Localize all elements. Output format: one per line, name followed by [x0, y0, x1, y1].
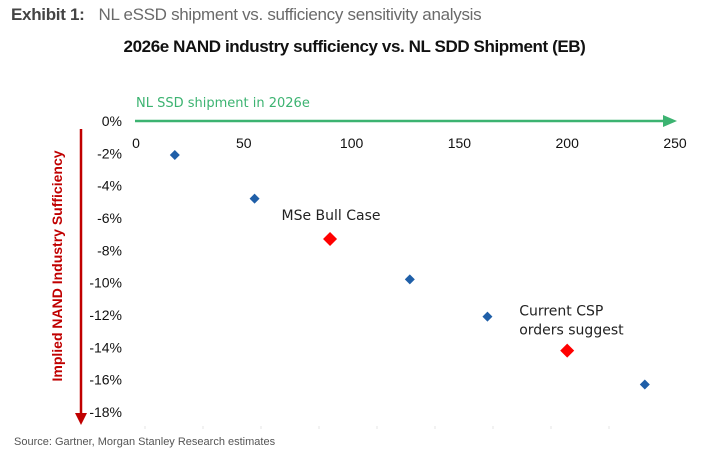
y-tick-label: 0%: [102, 113, 122, 129]
y-tick-label: -2%: [97, 145, 122, 161]
data-point: [169, 149, 180, 160]
y-tick-label: -14%: [89, 339, 122, 355]
y-axis: Implied NAND Industry Sufficiency 0% -2% -4…: [49, 113, 610, 429]
x-tick-label: 0: [132, 135, 140, 151]
data-point: [482, 311, 493, 322]
annotation-csp-line2: orders suggest: [519, 323, 624, 339]
y-tick-label: -6%: [97, 210, 122, 226]
x-tick-label: 200: [556, 135, 580, 151]
y-tick-label: -4%: [97, 178, 122, 194]
data-point: [249, 193, 260, 204]
y-axis-label: Implied NAND Industry Sufficiency: [49, 150, 65, 381]
x-tick-label: 100: [340, 135, 364, 151]
exhibit-label: Exhibit 1:: [11, 5, 85, 24]
source-note: Source: Gartner, Morgan Stanley Research…: [14, 436, 276, 448]
x-tick-label: 50: [236, 135, 252, 151]
x-axis: NL SSD shipment in 2026e 0 50 100 150 200 250: [132, 96, 687, 151]
data-point: [404, 274, 415, 285]
exhibit-header: Exhibit 1: NL eSSD shipment vs. sufficien…: [11, 5, 482, 25]
x-tick-label: 150: [448, 135, 472, 151]
chart-title: 2026e NAND industry sufficiency vs. NL S…: [123, 37, 586, 56]
x-tick-label: 250: [663, 135, 687, 151]
y-tick-label: -12%: [89, 307, 122, 323]
data-point: [639, 379, 650, 390]
y-tick-label: -18%: [89, 404, 122, 420]
exhibit-title: NL eSSD shipment vs. sufficiency sensiti…: [98, 5, 482, 24]
highlight-point: [560, 343, 575, 358]
x-axis-label: NL SSD shipment in 2026e: [136, 96, 310, 111]
x-axis-arrowhead: [663, 115, 677, 127]
y-tick-label: -16%: [89, 372, 122, 388]
annotation-bull-case: MSe Bull Case: [282, 208, 381, 224]
y-axis-arrowhead: [75, 413, 87, 425]
y-tick-label: -8%: [97, 242, 122, 258]
highlight-point: [323, 232, 338, 247]
y-tick-label: -10%: [89, 275, 122, 291]
annotations: MSe Bull Case Current CSP orders suggest: [282, 208, 625, 339]
annotation-csp-line1: Current CSP: [519, 304, 603, 320]
data-points: [169, 149, 650, 390]
